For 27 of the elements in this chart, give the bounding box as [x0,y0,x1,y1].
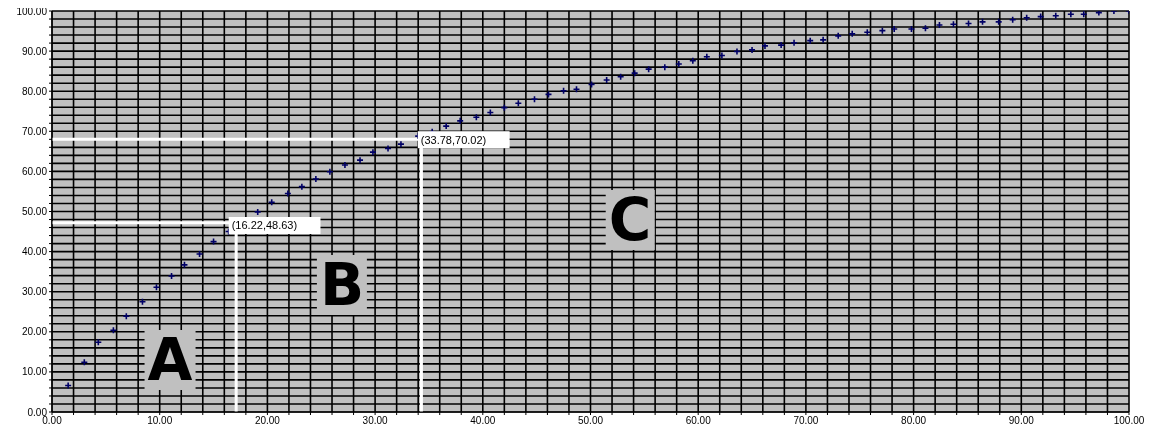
y-tick-label: 90.00 [21,45,48,57]
annotation: B [318,251,366,319]
annotation: C [607,186,653,254]
x-tick-label: 50.00 [577,415,604,427]
annotation: (16.22,48.63) [231,219,298,232]
y-tick-label: 70.00 [21,125,48,137]
y-tick-label: 60.00 [21,165,48,177]
x-tick-label: 20.00 [254,415,281,427]
y-tick-label: 30.00 [21,286,48,298]
annotation: A [146,326,194,394]
x-tick-label: 60.00 [685,415,712,427]
x-tick-label: 30.00 [362,415,389,427]
y-tick-label: 20.00 [21,326,48,338]
x-tick-label: 70.00 [793,415,819,427]
x-tick-label: 0.00 [42,415,63,427]
y-tick-label: 50.00 [21,206,48,218]
y-tick-label: 100.00 [16,5,48,17]
y-tick-label: 40.00 [21,246,48,258]
x-tick-label: 90.00 [1008,415,1035,427]
x-tick-label: 10.00 [147,415,173,427]
x-tick-label: 40.00 [470,415,496,427]
x-tick-label: 100.00 [1113,415,1145,427]
y-tick-label: 0.00 [27,406,48,418]
x-tick-label: 80.00 [901,415,927,427]
y-tick-label: 10.00 [21,366,48,378]
annotation: (33.78,70.02) [420,133,487,146]
y-tick-label: 80.00 [21,85,48,97]
